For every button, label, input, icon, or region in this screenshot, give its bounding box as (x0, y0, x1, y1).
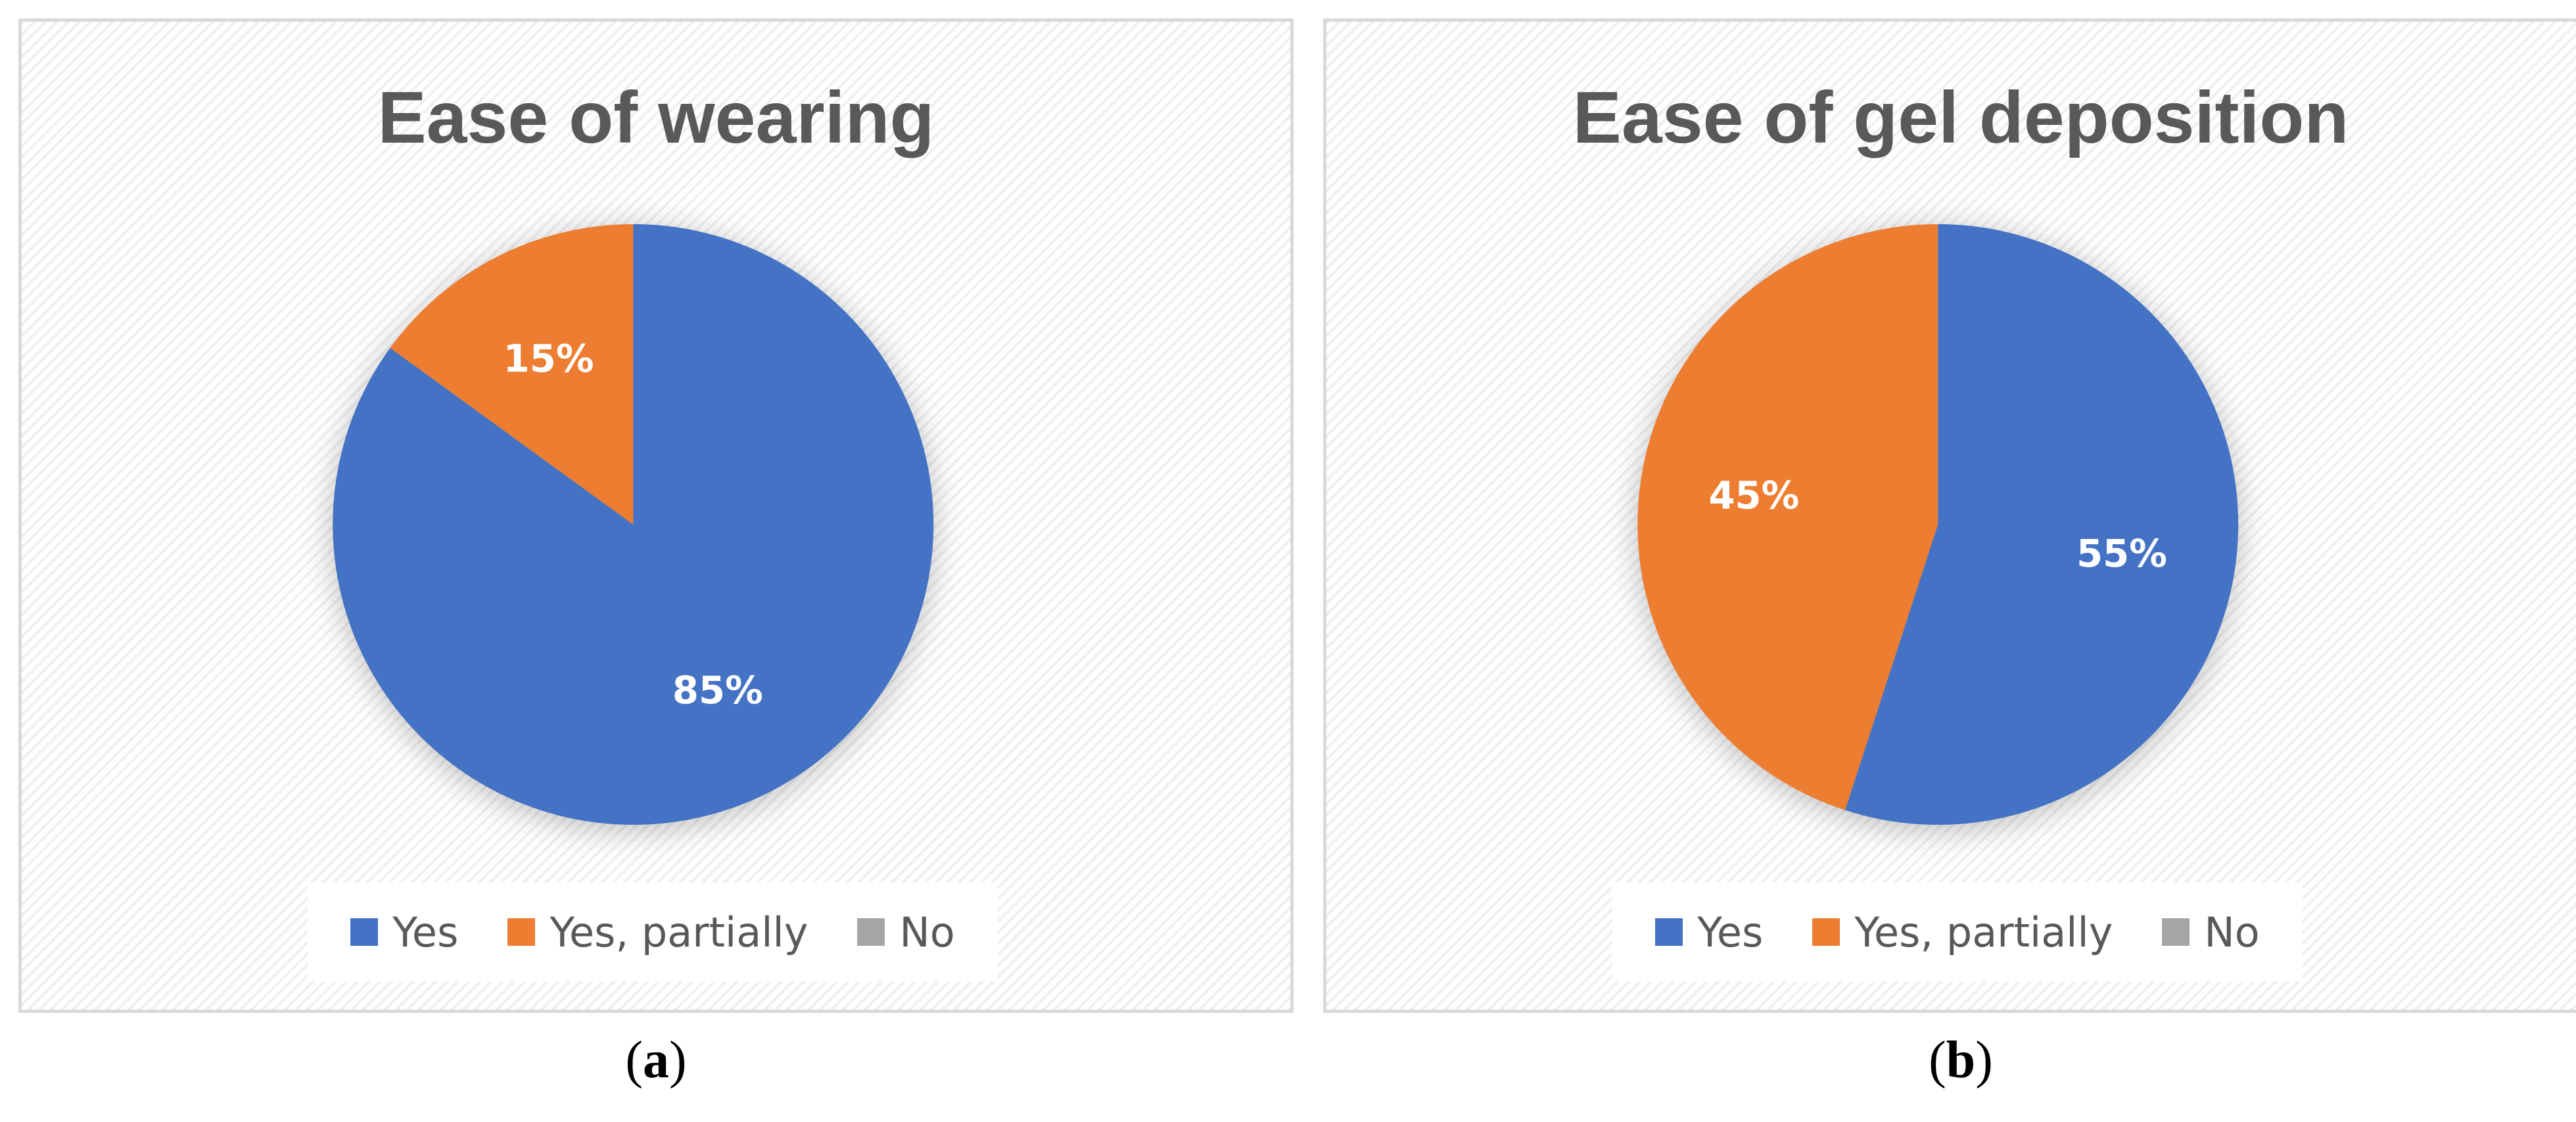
legend-item-yes-partially: Yes, partially (1812, 908, 2113, 956)
legend-swatch-no (857, 918, 885, 946)
legend-swatch-yes-partially (507, 918, 536, 946)
legend-swatch-yes (350, 918, 379, 946)
legend-label: Yes (1697, 908, 1764, 956)
pie-slice-yes (333, 223, 934, 825)
data-label-yes-partially: 15% (503, 337, 594, 381)
pie-chart-b: Ease of gel deposition 55% 45% (1573, 76, 2349, 833)
legend: Yes Yes, partially No (1612, 883, 2303, 981)
legend-item-no: No (2162, 908, 2260, 956)
figure-caption-b: (b) (1929, 1031, 1993, 1089)
chart-title: Ease of gel deposition (1573, 76, 2349, 158)
pie-slice-yes (1845, 223, 2239, 825)
legend-item-yes-partially: Yes, partially (507, 908, 808, 956)
figure-caption-a: (a) (625, 1031, 687, 1089)
data-label-yes-partially: 45% (1708, 473, 1799, 517)
pie-slice-yes-partially (1637, 223, 1938, 810)
data-label-yes: 85% (672, 668, 763, 713)
legend-label: Yes, partially (1854, 908, 2113, 956)
pie-slice-yes-partially (390, 223, 634, 525)
legend-swatch-yes (1655, 918, 1683, 946)
legend-item-yes: Yes (350, 908, 458, 956)
legend: Yes Yes, partially No (308, 883, 998, 981)
legend-label: No (899, 908, 955, 956)
caption-letter: b (1946, 1031, 1976, 1089)
legend-label: No (2204, 908, 2260, 956)
legend-label: Yes (392, 908, 459, 956)
legend-label: Yes, partially (550, 908, 808, 956)
legend-swatch-yes-partially (1812, 918, 1840, 946)
data-label-yes: 55% (2076, 532, 2167, 576)
legend-item-no: No (857, 908, 955, 956)
caption-letter: a (643, 1031, 669, 1089)
pie-chart-a: Ease of wearing 85% 15% (330, 76, 937, 833)
chart-panel-b: Ease of gel deposition 55% 45% Yes Yes, p… (1323, 18, 2576, 1013)
legend-item-yes: Yes (1655, 908, 1763, 956)
chart-title: Ease of wearing (377, 76, 934, 158)
legend-swatch-no (2162, 918, 2190, 946)
chart-panel-a: Ease of wearing 85% 15% Yes Yes, partiall… (18, 18, 1294, 1013)
